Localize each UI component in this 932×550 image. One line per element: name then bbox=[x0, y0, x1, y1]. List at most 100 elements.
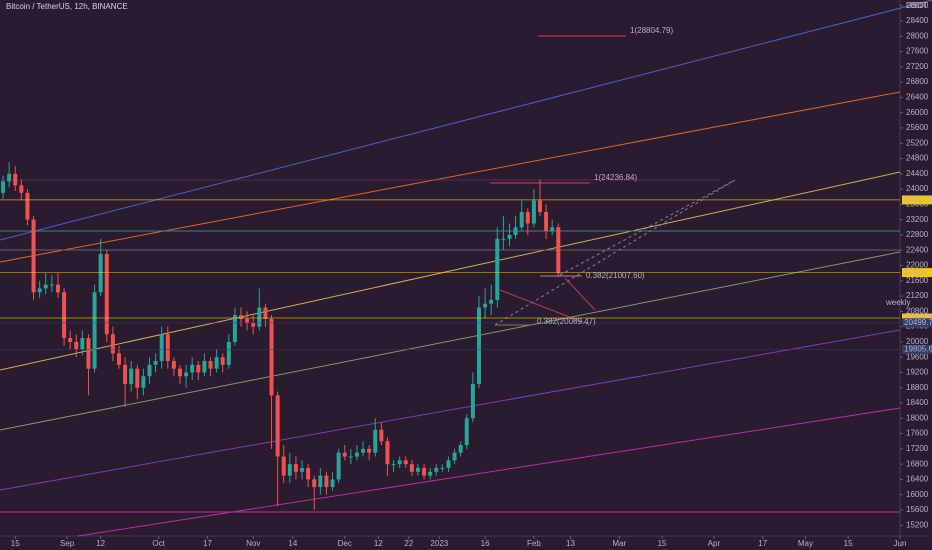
candle-body bbox=[300, 467, 305, 472]
candle-body bbox=[306, 467, 311, 480]
candle-body bbox=[92, 292, 97, 369]
candle-body bbox=[171, 361, 176, 369]
y-tick-label: 22000 bbox=[906, 261, 929, 270]
candle-body bbox=[135, 368, 140, 388]
x-tick-label: Oct bbox=[152, 539, 165, 548]
price-tag bbox=[902, 195, 932, 205]
candle-body bbox=[37, 288, 42, 293]
candle-body bbox=[342, 452, 347, 457]
candle-body bbox=[55, 284, 60, 293]
candle-body bbox=[513, 227, 518, 235]
y-tick-label: 17200 bbox=[906, 444, 929, 453]
y-tick-label: 19600 bbox=[906, 352, 929, 361]
price-tag-label: 23717.22 bbox=[904, 195, 932, 204]
candle-body bbox=[190, 364, 195, 373]
y-tick-label: 26400 bbox=[906, 93, 929, 102]
y-tick-label: 15200 bbox=[906, 520, 929, 529]
x-tick-label: 12 bbox=[96, 539, 105, 548]
candle-body bbox=[159, 334, 164, 362]
y-tick-label: 22400 bbox=[906, 245, 929, 254]
y-tick-label: 20800 bbox=[906, 306, 929, 315]
candle-body bbox=[336, 452, 341, 480]
annotation: 1(28804.79) bbox=[630, 26, 673, 35]
candle-body bbox=[397, 460, 402, 465]
x-tick-label: 2023 bbox=[430, 539, 448, 548]
y-tick-label: 18400 bbox=[906, 398, 929, 407]
candle-body bbox=[68, 338, 73, 342]
candle-body bbox=[507, 234, 512, 239]
candle-body bbox=[293, 464, 298, 472]
price-tag bbox=[902, 268, 932, 278]
candle-body bbox=[385, 441, 390, 465]
candle-body bbox=[147, 364, 152, 377]
candle-body bbox=[98, 254, 103, 293]
price-tag-label: 19805.67 bbox=[904, 344, 932, 353]
candle-body bbox=[287, 464, 292, 476]
candle-body bbox=[129, 368, 134, 384]
trend-line bbox=[0, 251, 901, 431]
candle-body bbox=[123, 364, 128, 384]
candle-body bbox=[495, 238, 500, 300]
x-tick-label: Feb bbox=[527, 539, 541, 548]
candle-body bbox=[415, 467, 420, 472]
candle-body bbox=[153, 361, 158, 365]
candle-body bbox=[232, 315, 237, 342]
y-tick-label: 16400 bbox=[906, 475, 929, 484]
candle-body bbox=[49, 284, 54, 286]
x-tick-label: Apr bbox=[708, 539, 721, 548]
chart-title: Bitcoin / TetherUS, 12h, BINANCE bbox=[6, 2, 128, 11]
x-tick-label: 17 bbox=[203, 539, 212, 548]
candle-body bbox=[43, 284, 48, 289]
candle-body bbox=[116, 353, 121, 365]
candle-body bbox=[458, 445, 463, 453]
candle-body bbox=[391, 464, 396, 466]
candle-body bbox=[110, 334, 115, 354]
projection bbox=[494, 179, 736, 326]
projection bbox=[499, 289, 591, 326]
candle-body bbox=[245, 318, 250, 323]
y-tick-label: 16800 bbox=[906, 459, 929, 468]
y-axis-label: USDT bbox=[906, 1, 928, 10]
candle-body bbox=[531, 200, 536, 224]
y-tick-label: 21600 bbox=[906, 276, 929, 285]
annotation: 1(24236.84) bbox=[594, 173, 637, 182]
trend-line bbox=[0, 171, 901, 371]
candle-body bbox=[519, 212, 524, 228]
candle-body bbox=[452, 452, 457, 461]
trend-line bbox=[77, 407, 901, 537]
candle-body bbox=[25, 192, 30, 220]
y-tick-label: 17600 bbox=[906, 429, 929, 438]
y-tick-label: 18800 bbox=[906, 383, 929, 392]
candle-body bbox=[165, 334, 170, 362]
x-tick-label: 15 bbox=[11, 539, 20, 548]
candle-body bbox=[409, 464, 414, 472]
annotation: 0.382(20089.47) bbox=[537, 317, 596, 326]
x-tick-label: 15 bbox=[844, 539, 853, 548]
candle-body bbox=[202, 361, 207, 373]
y-tick-label: 24000 bbox=[906, 184, 929, 193]
candle-body bbox=[525, 212, 530, 224]
candle-body bbox=[31, 219, 36, 293]
x-tick-label: Nov bbox=[246, 539, 260, 548]
candle-body bbox=[214, 357, 219, 369]
candle-body bbox=[312, 479, 317, 488]
candle-body bbox=[403, 460, 408, 465]
annotation: weekly bbox=[885, 298, 910, 307]
x-tick-label: 12 bbox=[374, 539, 383, 548]
candle-body bbox=[1, 181, 6, 193]
candle-body bbox=[62, 292, 67, 339]
candle-body bbox=[501, 238, 506, 240]
price-tag bbox=[902, 344, 932, 354]
y-tick-label: 20000 bbox=[906, 337, 929, 346]
x-tick-label: May bbox=[798, 539, 813, 548]
price-tag bbox=[902, 318, 932, 328]
candle-body bbox=[373, 429, 378, 453]
x-tick-label: Dec bbox=[338, 539, 352, 548]
x-tick-label: 16 bbox=[481, 539, 490, 548]
projection bbox=[564, 277, 596, 311]
candle-body bbox=[196, 364, 201, 373]
candle-body bbox=[275, 395, 280, 457]
y-tick-label: 25600 bbox=[906, 123, 929, 132]
candle-body bbox=[74, 341, 79, 350]
candle-body bbox=[86, 338, 91, 369]
